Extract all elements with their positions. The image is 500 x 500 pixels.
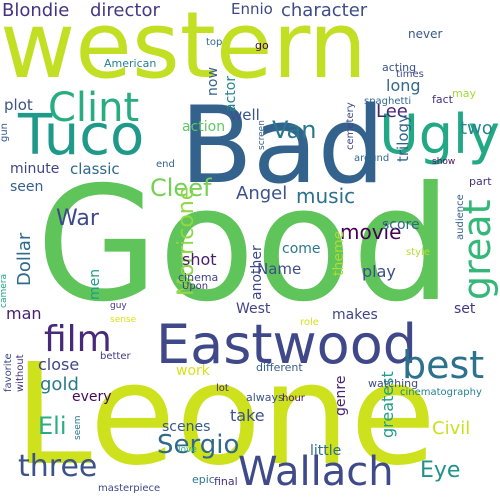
word-times: times <box>396 69 424 80</box>
word-western: western <box>0 0 367 99</box>
word-end: end <box>156 159 175 170</box>
word-style: style <box>406 247 430 258</box>
word-long: long <box>386 76 421 95</box>
word-close: close <box>38 355 80 374</box>
word-good: Good <box>36 153 453 337</box>
word-men: men <box>87 268 103 300</box>
word-sense: sense <box>110 315 137 325</box>
word-epic: epic <box>192 473 215 486</box>
word-seem: seem <box>73 415 83 440</box>
word-top: top <box>206 37 223 48</box>
word-american: American <box>104 57 157 70</box>
word-guy: guy <box>110 301 127 311</box>
word-score: score <box>382 217 420 233</box>
word-eye: Eye <box>420 458 461 483</box>
word-camera: camera <box>0 274 9 308</box>
word-character: character <box>281 0 368 21</box>
word-watching: watching <box>368 377 419 390</box>
word-may: may <box>452 87 476 100</box>
word-ugly: Ugly <box>379 103 500 166</box>
word-makes: makes <box>332 307 378 323</box>
word-music: music <box>296 184 356 208</box>
word-theme: theme <box>331 230 347 276</box>
word-without: without <box>15 354 26 392</box>
word-shot: shot <box>182 250 217 269</box>
word-another: another <box>249 245 265 300</box>
word-love: love <box>178 445 197 455</box>
word-lot: lot <box>216 383 229 394</box>
word-movie: movie <box>340 220 402 244</box>
word-clint: Clint <box>48 85 140 131</box>
word-set: set <box>454 301 476 317</box>
word-leone: Leone <box>14 334 437 497</box>
word-action: action <box>182 119 226 135</box>
word-director: director <box>90 0 160 21</box>
word-eli: Eli <box>38 412 67 440</box>
word-angel: Angel <box>236 183 288 204</box>
word-seen: seen <box>10 179 44 195</box>
word-screen: screen <box>257 120 267 150</box>
word-every: every <box>72 389 112 405</box>
word-spaghetti: spaghetti <box>364 96 412 107</box>
word-blondie: Blondie <box>2 0 70 21</box>
word-west: West <box>236 301 271 317</box>
word-sergio: Sergio <box>157 430 240 460</box>
word-part: part <box>469 175 492 188</box>
word-now: now <box>205 67 221 96</box>
word-eastwood: Eastwood <box>156 313 418 376</box>
word-come: come <box>282 241 321 257</box>
word-masterpiece: masterpiece <box>98 483 161 494</box>
word-different: different <box>256 361 303 374</box>
word-never: never <box>408 27 443 41</box>
word-trilogy: trilogy <box>394 114 412 162</box>
word-gold: gold <box>40 374 79 395</box>
word-two: two <box>460 118 493 139</box>
word-plot: plot <box>4 96 33 114</box>
word-bad: Bad <box>180 84 385 207</box>
word-go: go <box>255 39 269 52</box>
word-well: well <box>230 106 260 124</box>
word-gun: gun <box>0 122 10 142</box>
word-role: role <box>300 317 319 328</box>
word-acting: acting <box>382 61 417 74</box>
word-better: better <box>100 351 131 362</box>
word-tuco: Tuco <box>18 103 145 168</box>
word-name: Name <box>257 260 302 278</box>
word-civil: Civil <box>432 418 471 439</box>
word-cleef: Cleef <box>150 174 212 202</box>
word-scenes: scenes <box>162 419 211 435</box>
word-cinema: cinema <box>178 271 219 284</box>
word-war: War <box>56 206 99 231</box>
word-show: show <box>432 157 456 167</box>
word-film: film <box>44 319 112 360</box>
word-work: work <box>176 363 210 379</box>
word-final: final <box>214 475 238 488</box>
word-little: little <box>310 443 342 459</box>
word-lee: Lee <box>376 101 408 122</box>
word-minute: minute <box>10 161 60 177</box>
word-favorite: favorite <box>3 353 14 392</box>
word-three: three <box>18 449 98 484</box>
word-cinematography: cinematography <box>400 387 482 398</box>
word-van: Van <box>272 116 317 144</box>
word-classic: classic <box>70 160 120 178</box>
word-around: around <box>354 153 390 164</box>
word-best: best <box>402 343 485 387</box>
word-audience: audience <box>455 194 466 240</box>
word-hour: hour <box>282 393 305 404</box>
word-ennio: Ennio <box>231 0 273 18</box>
word-dollar: Dollar <box>14 232 35 286</box>
word-wallach: Wallach <box>238 449 394 495</box>
word-upon: Upon <box>182 281 209 292</box>
word-take: take <box>230 406 265 425</box>
word-genre: genre <box>333 375 349 416</box>
word-man: man <box>6 304 42 323</box>
word-cemetery: cemetery <box>345 102 356 150</box>
word-always: always <box>246 391 284 404</box>
word-fact: fact <box>432 93 453 106</box>
word-play: play <box>362 262 396 281</box>
